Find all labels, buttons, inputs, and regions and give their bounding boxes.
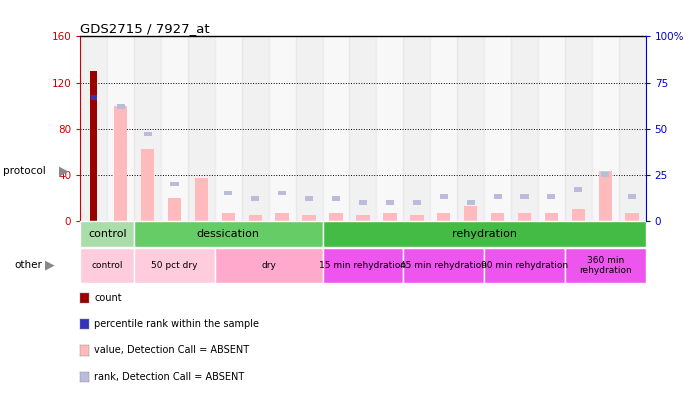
Text: control: control <box>91 261 123 270</box>
Bar <box>117 104 125 109</box>
Text: ▶: ▶ <box>45 259 55 272</box>
Text: rank, Detection Call = ABSENT: rank, Detection Call = ABSENT <box>94 372 244 382</box>
Bar <box>302 215 315 221</box>
Bar <box>521 194 528 199</box>
Bar <box>248 215 262 221</box>
Bar <box>107 36 134 221</box>
Text: ▶: ▶ <box>59 164 69 178</box>
Bar <box>410 215 424 221</box>
Bar <box>114 106 127 221</box>
Bar <box>493 194 502 199</box>
Bar <box>134 36 161 221</box>
Text: 90 min rehydration: 90 min rehydration <box>481 261 568 270</box>
Bar <box>565 248 646 283</box>
Bar <box>511 36 538 221</box>
Bar <box>141 149 154 221</box>
Bar <box>296 36 322 221</box>
Text: control: control <box>88 229 126 239</box>
Text: 360 min
rehydration: 360 min rehydration <box>579 256 632 275</box>
Bar <box>538 36 565 221</box>
Bar <box>547 194 556 199</box>
Bar <box>269 36 296 221</box>
Bar <box>572 209 585 221</box>
Bar <box>437 213 450 221</box>
Bar <box>544 213 558 221</box>
Bar <box>91 95 97 100</box>
Text: rehydration: rehydration <box>452 229 517 239</box>
Bar <box>601 173 609 177</box>
Bar <box>440 194 447 199</box>
Bar <box>413 200 421 205</box>
Text: value, Detection Call = ABSENT: value, Detection Call = ABSENT <box>94 345 249 355</box>
Bar <box>464 206 477 221</box>
Bar <box>195 178 208 221</box>
Bar <box>332 196 340 201</box>
Bar <box>491 213 504 221</box>
Bar <box>161 36 188 221</box>
Bar <box>592 36 618 221</box>
Text: percentile rank within the sample: percentile rank within the sample <box>94 319 259 329</box>
Bar <box>144 132 151 136</box>
Bar <box>356 215 370 221</box>
Bar <box>565 36 592 221</box>
Bar <box>484 248 565 283</box>
Bar <box>322 248 403 283</box>
Bar <box>350 36 376 221</box>
Bar <box>80 36 107 221</box>
Text: 45 min rehydration: 45 min rehydration <box>400 261 487 270</box>
Bar <box>80 221 134 247</box>
Bar <box>215 248 322 283</box>
Text: dry: dry <box>261 261 276 270</box>
Text: dessication: dessication <box>197 229 260 239</box>
Bar <box>322 221 646 247</box>
Bar <box>598 171 612 221</box>
Bar <box>242 36 269 221</box>
Bar <box>618 36 646 221</box>
Bar <box>386 200 394 205</box>
Bar <box>574 187 582 192</box>
Bar <box>484 36 511 221</box>
Bar <box>359 200 367 205</box>
Bar <box>376 36 403 221</box>
Bar <box>170 181 179 186</box>
Text: protocol: protocol <box>3 166 46 176</box>
Bar <box>383 213 396 221</box>
Bar <box>276 213 289 221</box>
Bar <box>322 36 350 221</box>
Bar <box>278 191 286 195</box>
Bar <box>80 248 134 283</box>
Text: GDS2715 / 7927_at: GDS2715 / 7927_at <box>80 22 210 35</box>
Bar <box>134 248 215 283</box>
Bar <box>403 248 484 283</box>
Bar <box>625 213 639 221</box>
Text: 50 pct dry: 50 pct dry <box>151 261 198 270</box>
Bar <box>222 213 235 221</box>
Text: count: count <box>94 293 122 303</box>
Bar <box>518 213 531 221</box>
Bar <box>305 196 313 201</box>
Bar <box>215 36 242 221</box>
Bar <box>224 191 232 195</box>
Bar <box>628 194 637 199</box>
Bar <box>403 36 430 221</box>
Text: other: other <box>14 260 42 270</box>
Bar <box>168 198 181 221</box>
Bar <box>134 221 322 247</box>
Bar <box>188 36 215 221</box>
Bar <box>251 196 260 201</box>
Text: 15 min rehydration: 15 min rehydration <box>320 261 406 270</box>
Bar <box>90 71 98 221</box>
Bar <box>466 200 475 205</box>
Bar <box>457 36 484 221</box>
Bar <box>329 213 343 221</box>
Bar <box>430 36 457 221</box>
